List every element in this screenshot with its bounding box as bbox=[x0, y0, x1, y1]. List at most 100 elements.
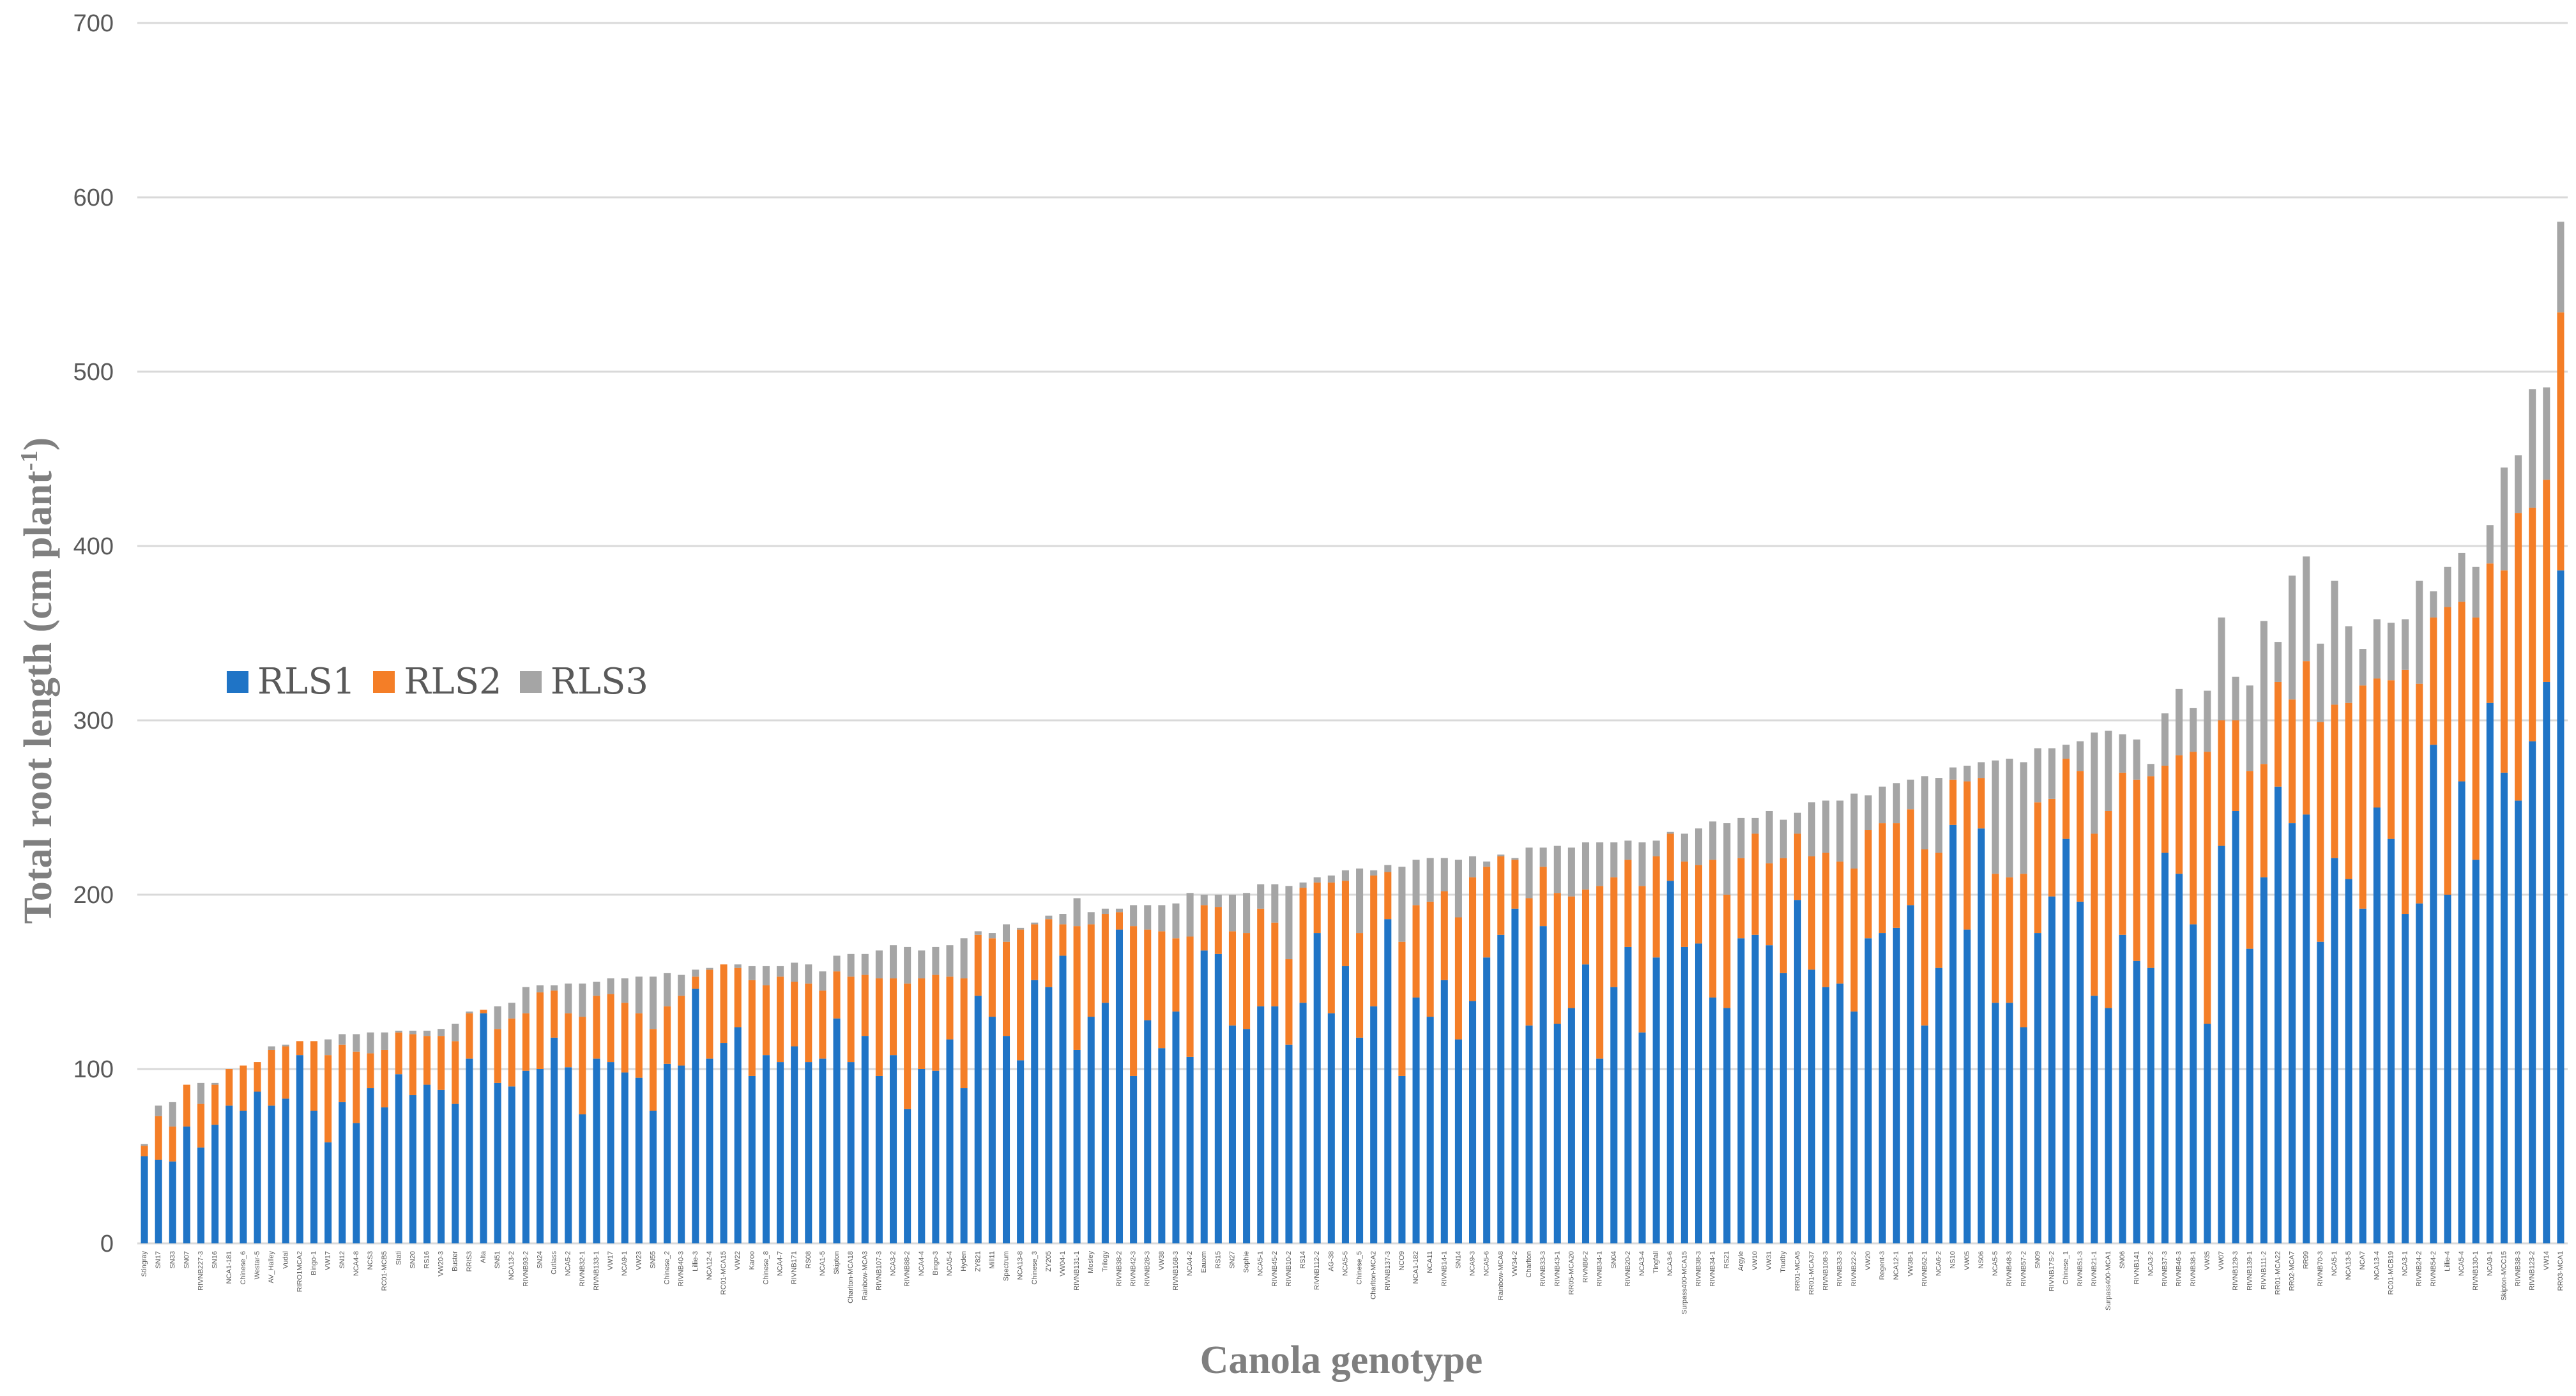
bar-rls2 bbox=[2557, 312, 2565, 571]
x-tick-label: RIVNB57-2 bbox=[2020, 1251, 2027, 1287]
bar-rls3 bbox=[2486, 525, 2494, 564]
x-tick-label: Karoo bbox=[748, 1251, 756, 1270]
bar-rls1 bbox=[409, 1095, 416, 1243]
bar-rls1 bbox=[974, 996, 982, 1243]
x-tick-label: NCO9 bbox=[1398, 1251, 1406, 1271]
bar-rls3 bbox=[1031, 922, 1039, 925]
bar-rls1 bbox=[1596, 1058, 1604, 1243]
x-tick-label: NCA3-2 bbox=[890, 1251, 897, 1276]
bar-rls2 bbox=[635, 1013, 643, 1078]
bar-rls3 bbox=[1483, 861, 1491, 867]
bar-rls2 bbox=[579, 1017, 586, 1114]
x-tick-label: Buster bbox=[452, 1251, 459, 1271]
bar-rls3 bbox=[1978, 762, 1985, 778]
bar-rls1 bbox=[324, 1142, 332, 1243]
x-tick-label: VW38 bbox=[1158, 1251, 1166, 1270]
bar-rls2 bbox=[734, 967, 742, 1028]
y-tick-label: 400 bbox=[73, 533, 114, 560]
bars bbox=[141, 222, 2565, 1243]
legend-item-rls3: RLS3 bbox=[519, 661, 648, 702]
bar-rls3 bbox=[777, 966, 784, 977]
bar-rls2 bbox=[932, 975, 940, 1071]
bar-rls1 bbox=[1214, 953, 1222, 1243]
bar-rls2 bbox=[1356, 933, 1364, 1038]
x-tick-label: NCA12-1 bbox=[1893, 1251, 1900, 1280]
x-tick-label: RIVNB108-3 bbox=[1822, 1251, 1830, 1291]
bar-rls2 bbox=[536, 992, 544, 1069]
x-tick-label: RC01-MCB5 bbox=[381, 1251, 388, 1291]
x-tick-label: Sophie bbox=[1243, 1251, 1251, 1273]
bar-rls1 bbox=[1723, 1008, 1731, 1243]
bar-rls3 bbox=[918, 950, 926, 979]
bar-rls3 bbox=[508, 1003, 515, 1019]
bar-rls1 bbox=[1426, 1017, 1434, 1243]
x-tick-label: VW34-2 bbox=[1511, 1251, 1519, 1277]
x-tick-label: Surpass400-MCA1 bbox=[2105, 1251, 2112, 1310]
bar-rls1 bbox=[339, 1102, 346, 1243]
x-tick-label: Skipton-MCC15 bbox=[2500, 1251, 2508, 1301]
bar-rls1 bbox=[1978, 828, 1985, 1243]
bar-rls3 bbox=[2303, 556, 2310, 662]
bar-rls1 bbox=[1751, 934, 1759, 1243]
x-tick-label: ZY821 bbox=[974, 1251, 982, 1271]
x-tick-label: SN20 bbox=[409, 1251, 416, 1269]
bar-rls3 bbox=[1370, 870, 1378, 876]
x-tick-label: Stati bbox=[395, 1251, 402, 1265]
x-tick-label: RIVNB38-3 bbox=[1695, 1251, 1702, 1287]
bar-rls1 bbox=[141, 1156, 148, 1243]
bar-rls3 bbox=[1158, 905, 1166, 932]
x-tick-label: RIVNB111-2 bbox=[2260, 1251, 2267, 1289]
bar-rls2 bbox=[1992, 874, 1999, 1003]
x-tick-label: RIVNB43-1 bbox=[1553, 1251, 1561, 1287]
bar-rls2 bbox=[2161, 765, 2169, 853]
bar-rls1 bbox=[1398, 1075, 1406, 1243]
bar-rls2 bbox=[211, 1084, 219, 1125]
bar-rls3 bbox=[678, 975, 685, 996]
bar-rls2 bbox=[1384, 872, 1392, 920]
bar-rls3 bbox=[551, 985, 558, 991]
bar-rls2 bbox=[2500, 570, 2508, 773]
x-tick-label: Rainbow-MCA3 bbox=[861, 1251, 869, 1300]
bar-rls2 bbox=[1978, 778, 1985, 829]
bar-rls2 bbox=[2274, 681, 2282, 787]
x-tick-label: Chinese_5 bbox=[1356, 1251, 1364, 1285]
bar-rls1 bbox=[1709, 998, 1717, 1243]
bar-rls1 bbox=[1935, 967, 1943, 1243]
bar-rls3 bbox=[579, 983, 586, 1017]
bar-rls3 bbox=[1949, 767, 1957, 780]
x-tick-label: RIVNB32-1 bbox=[579, 1251, 586, 1287]
bar-rls3 bbox=[2034, 748, 2041, 803]
bar-rls1 bbox=[2359, 908, 2366, 1243]
bar-rls1 bbox=[1045, 987, 1053, 1243]
bar-rls3 bbox=[339, 1034, 346, 1045]
bar-rls1 bbox=[762, 1055, 770, 1243]
bar-rls2 bbox=[1907, 809, 1914, 906]
bar-rls2 bbox=[1751, 833, 1759, 935]
x-tick-label: Charlton-MCA18 bbox=[847, 1251, 855, 1303]
bar-rls1 bbox=[1327, 1013, 1335, 1243]
bar-rls1 bbox=[2430, 745, 2437, 1243]
y-tick-label: 200 bbox=[73, 882, 114, 909]
bar-rls3 bbox=[1440, 858, 1448, 891]
bar-rls2 bbox=[522, 1013, 530, 1071]
bar-rls3 bbox=[960, 938, 968, 979]
bar-rls2 bbox=[1935, 853, 1943, 968]
bar-rls3 bbox=[1412, 860, 1420, 906]
bar-rls1 bbox=[593, 1058, 600, 1243]
bar-rls3 bbox=[452, 1024, 459, 1042]
bar-rls2 bbox=[805, 983, 812, 1063]
bar-rls3 bbox=[861, 953, 869, 975]
bar-rls1 bbox=[932, 1070, 940, 1243]
bar-rls2 bbox=[2317, 722, 2324, 942]
x-tick-label: NCA13-5 bbox=[2345, 1251, 2352, 1280]
bar-rls3 bbox=[1469, 856, 1477, 877]
bar-rls3 bbox=[1680, 833, 1688, 862]
bar-rls3 bbox=[211, 1082, 219, 1085]
bar-rls3 bbox=[2317, 643, 2324, 722]
bar-rls3 bbox=[593, 982, 600, 996]
bar-rls1 bbox=[734, 1027, 742, 1243]
bar-rls1 bbox=[1440, 980, 1448, 1243]
bar-rls1 bbox=[1115, 929, 1124, 1243]
x-tick-label: RIVNB6-2 bbox=[1582, 1251, 1590, 1283]
bar-rls2 bbox=[1172, 938, 1180, 1012]
